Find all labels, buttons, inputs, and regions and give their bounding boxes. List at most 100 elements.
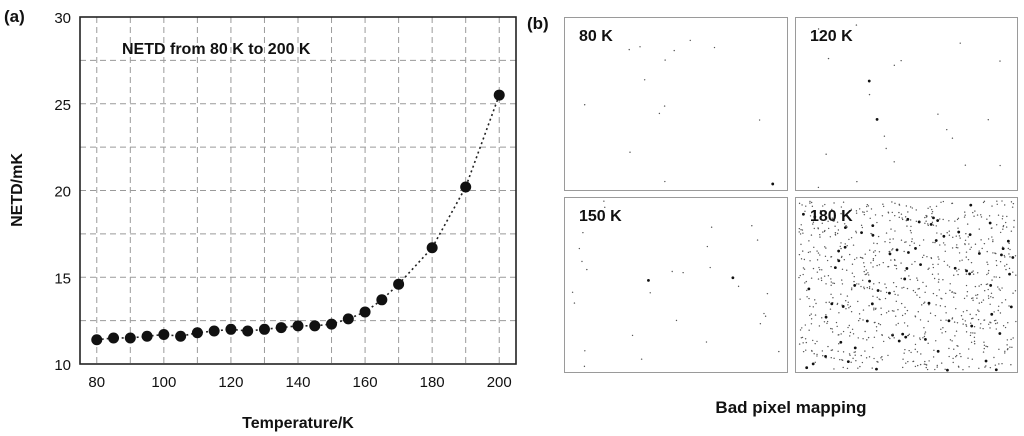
- defect-pixel: [816, 271, 819, 273]
- defect-pixel: [706, 245, 709, 248]
- defect-pixel: [906, 217, 910, 221]
- defect-pixel: [825, 283, 827, 285]
- defect-pixel: [984, 366, 986, 368]
- defect-pixel: [800, 229, 802, 231]
- defect-pixel: [832, 282, 834, 284]
- data-point: [258, 323, 270, 335]
- defect-pixel: [894, 315, 897, 317]
- defect-pixel: [864, 350, 866, 352]
- defect-pixel: [936, 366, 938, 368]
- defect-pixel: [975, 294, 977, 297]
- defect-pixel: [839, 340, 843, 344]
- defect-pixel: [831, 328, 833, 330]
- defect-pixel: [966, 295, 968, 297]
- defect-pixel: [825, 314, 827, 316]
- defect-pixel: [807, 287, 811, 291]
- defect-pixel: [843, 223, 846, 225]
- defect-pixel: [914, 343, 917, 346]
- defect-pixel: [818, 325, 821, 327]
- defect-pixel: [930, 257, 933, 260]
- defect-pixel: [935, 205, 938, 207]
- defect-pixel: [858, 208, 861, 210]
- defect-pixel: [905, 241, 907, 243]
- axis-ticks: 80 100 120 140 160 180 200 10 15 20 25 30: [54, 10, 511, 391]
- defect-pixel: [799, 298, 801, 300]
- defect-pixel: [997, 286, 999, 288]
- defect-pixel: [573, 302, 576, 304]
- defect-pixel: [965, 273, 968, 275]
- defect-pixel: [801, 327, 803, 329]
- defect-pixel: [900, 213, 903, 215]
- defect-pixel: [957, 217, 960, 220]
- defect-pixel: [970, 332, 972, 334]
- defect-pixel: [821, 317, 823, 319]
- defect-pixel: [997, 309, 999, 312]
- defect-pixel: [819, 236, 821, 238]
- defect-pixel: [888, 251, 890, 253]
- defect-pixel: [671, 270, 673, 273]
- defect-pixel: [965, 251, 968, 253]
- defect-pixel: [951, 291, 954, 293]
- defect-pixel: [836, 221, 839, 223]
- defect-pixel: [864, 253, 866, 255]
- defect-pixel: [819, 210, 822, 212]
- defect-pixel: [969, 334, 972, 337]
- defect-pixel: [1012, 292, 1014, 294]
- defect-pixel: [812, 306, 814, 308]
- defect-pixel: [821, 350, 824, 352]
- defect-pixel: [980, 239, 982, 241]
- defect-pixel: [946, 128, 948, 131]
- defect-pixel: [860, 285, 862, 288]
- defect-pixel: [881, 334, 883, 336]
- defect-pixel: [840, 242, 842, 244]
- defect-pixel: [858, 283, 860, 285]
- defect-pixel: [664, 180, 666, 183]
- defect-pixel: [900, 59, 902, 62]
- defect-pixel: [813, 353, 815, 355]
- defect-pixel: [1004, 221, 1007, 224]
- defect-pixel: [867, 272, 869, 274]
- defect-pixel: [992, 240, 994, 243]
- defect-pixel: [923, 363, 926, 365]
- defect-dots: [798, 200, 1017, 372]
- defect-pixel: [916, 294, 918, 296]
- defect-pixel: [808, 297, 810, 300]
- defect-pixel: [906, 325, 909, 327]
- defect-pixel: [968, 272, 972, 276]
- defect-pixel: [977, 309, 979, 311]
- defect-pixel: [971, 297, 973, 300]
- defect-pixel: [877, 235, 880, 238]
- defect-pixel: [928, 304, 930, 306]
- defect-pixel: [994, 364, 997, 366]
- defect-pixel: [924, 337, 927, 341]
- defect-pixel: [980, 283, 982, 286]
- defect-pixel: [891, 310, 894, 312]
- defect-pixel: [903, 286, 905, 289]
- defect-pixel: [951, 317, 954, 319]
- defect-pixel: [986, 250, 988, 253]
- defect-pixel: [904, 335, 908, 339]
- defect-pixel: [936, 294, 938, 297]
- defect-pixel: [979, 327, 981, 329]
- x-tick-label: 180: [420, 374, 445, 391]
- defect-pixel: [969, 203, 973, 207]
- defect-pixel: [888, 291, 891, 295]
- data-point: [108, 332, 120, 344]
- defect-pixel: [956, 218, 959, 221]
- defect-pixel: [1002, 225, 1005, 227]
- defect-pixel: [939, 218, 941, 220]
- defect-pixel: [923, 327, 925, 329]
- netd-chart: (a) 80 100 120 140 160 180 200 10 15 20 25 30 NETD …: [4, 7, 517, 432]
- defect-pixel: [922, 239, 925, 241]
- defect-pixel: [866, 210, 868, 212]
- defect-pixel: [908, 333, 910, 336]
- defect-pixel: [851, 263, 854, 265]
- defect-pixel: [903, 250, 905, 253]
- defect-pixel: [916, 279, 919, 281]
- defect-pixel: [874, 214, 877, 216]
- defect-pixel: [1006, 339, 1009, 341]
- defect-pixel: [958, 235, 961, 237]
- defect-pixel: [846, 244, 848, 247]
- defect-pixel: [883, 135, 886, 137]
- defect-pixel: [1007, 348, 1009, 350]
